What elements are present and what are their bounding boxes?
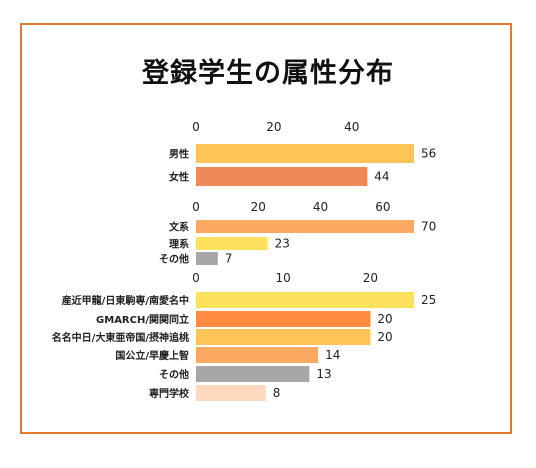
data-label: 56 <box>421 147 436 161</box>
category-label: その他 <box>159 368 189 381</box>
category-label: その他 <box>159 253 189 266</box>
bar <box>196 237 268 250</box>
category-label: 文系 <box>169 221 189 234</box>
x-tick-label: 60 <box>375 200 390 214</box>
x-tick-label: 20 <box>266 120 281 134</box>
data-label: 14 <box>325 348 340 362</box>
category-label: 理系 <box>169 238 189 251</box>
category-label: GMARCH/関関同立 <box>96 313 189 326</box>
category-label: 専門学校 <box>149 387 190 400</box>
x-tick-label: 0 <box>192 200 200 214</box>
bar <box>196 252 218 265</box>
bar <box>196 311 371 327</box>
category-label: 産近甲龍/日東駒専/南愛名中 <box>62 294 189 307</box>
category-label: 名名中日/大東亜帝国/摂神追桃 <box>52 331 189 344</box>
data-label: 7 <box>225 252 233 266</box>
category-label: 男性 <box>169 148 189 161</box>
chart-title: 登録学生の属性分布 <box>142 58 394 89</box>
category-label: 女性 <box>169 171 189 184</box>
x-tick-label: 20 <box>363 271 378 285</box>
bar <box>196 385 266 401</box>
data-label: 70 <box>421 220 436 234</box>
data-label: 13 <box>316 367 331 381</box>
data-label: 44 <box>374 170 389 184</box>
bar <box>196 329 371 345</box>
bar <box>196 366 310 382</box>
data-label: 8 <box>273 386 281 400</box>
x-tick-label: 40 <box>313 200 328 214</box>
x-tick-label: 40 <box>344 120 359 134</box>
bar <box>196 347 319 363</box>
bar <box>196 292 414 308</box>
data-label: 25 <box>421 293 436 307</box>
x-tick-label: 10 <box>276 271 291 285</box>
data-label: 23 <box>275 237 290 251</box>
data-label: 20 <box>377 312 392 326</box>
data-label: 20 <box>377 330 392 344</box>
x-tick-label: 20 <box>251 200 266 214</box>
bar <box>196 220 414 233</box>
x-tick-label: 0 <box>192 271 200 285</box>
bar <box>196 144 414 163</box>
category-label: 国公立/早慶上智 <box>115 349 189 362</box>
x-tick-label: 0 <box>192 120 200 134</box>
bar <box>196 167 368 186</box>
